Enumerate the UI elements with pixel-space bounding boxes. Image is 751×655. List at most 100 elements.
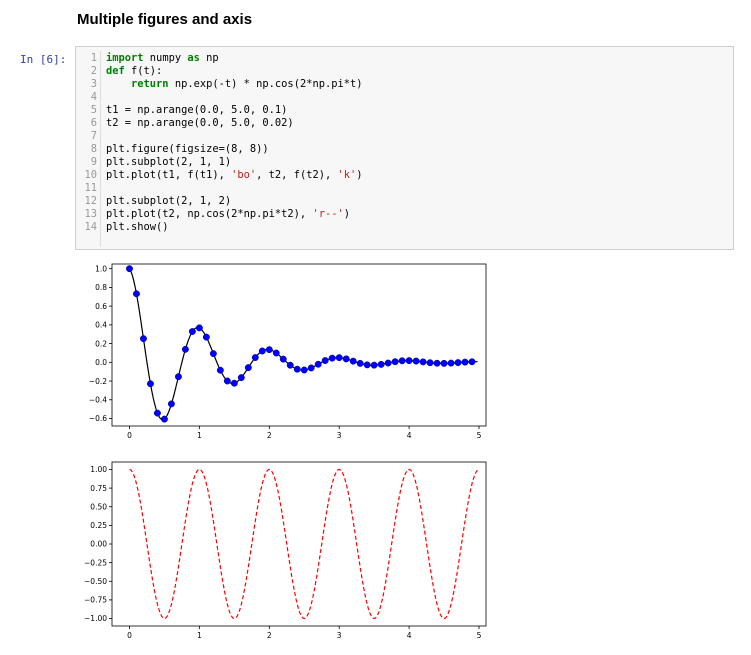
code-line[interactable]: plt.figure(figsize=(8, 8)) <box>106 143 269 155</box>
data-point <box>412 357 420 365</box>
code-line[interactable]: def f(t): <box>106 65 163 77</box>
y-tick-label: 0.4 <box>95 321 107 330</box>
y-tick-label: 0.75 <box>90 484 107 493</box>
code-line[interactable]: plt.plot(t1, f(t1), 'bo', t2, f(t2), 'k'… <box>106 169 363 181</box>
data-point <box>146 380 154 388</box>
line-number: 8 <box>90 143 97 155</box>
data-point <box>195 324 203 332</box>
data-point <box>321 357 329 365</box>
x-tick-label: 0 <box>127 631 132 640</box>
code-line[interactable]: plt.subplot(2, 1, 1) <box>106 156 232 168</box>
y-tick-label: −0.6 <box>89 414 107 423</box>
data-point <box>244 364 252 372</box>
data-point <box>279 355 287 363</box>
line-number: 5 <box>90 104 97 116</box>
data-point <box>286 361 294 369</box>
data-point <box>230 379 238 387</box>
x-tick-label: 4 <box>407 431 412 440</box>
line-number: 9 <box>90 156 97 168</box>
cell-prompt: In [6]: <box>20 53 67 66</box>
x-tick-label: 0 <box>127 431 132 440</box>
line-number-gutter: 1 2 3 4 5 6 7 8 9 10 11 12 13 14 <box>76 51 101 247</box>
data-point <box>181 345 189 353</box>
x-tick-label: 3 <box>337 631 342 640</box>
y-tick-label: 0.8 <box>95 283 107 292</box>
data-point <box>202 333 210 341</box>
code-cell[interactable]: 1 2 3 4 5 6 7 8 9 10 11 12 13 14 import numpy as np de… <box>75 46 734 250</box>
y-tick-label: 0.00 <box>90 540 107 549</box>
data-point <box>307 364 315 372</box>
data-point <box>363 361 371 369</box>
data-point <box>293 365 301 373</box>
x-tick-label: 1 <box>197 431 202 440</box>
data-point <box>398 357 406 365</box>
line-number: 7 <box>90 130 97 142</box>
line-number: 14 <box>84 221 97 233</box>
y-tick-label: 0.50 <box>90 502 107 511</box>
code-line[interactable]: plt.plot(t2, np.cos(2*np.pi*t2), 'r--') <box>106 208 350 220</box>
code-line[interactable]: return np.exp(-t) * np.cos(2*np.pi*t) <box>131 78 363 90</box>
data-point <box>237 374 245 382</box>
data-point <box>454 359 462 367</box>
x-tick-label: 2 <box>267 631 272 640</box>
x-tick-label: 5 <box>477 631 482 640</box>
data-point <box>468 358 476 366</box>
x-tick-label: 3 <box>337 431 342 440</box>
data-point <box>209 350 217 358</box>
data-point <box>160 415 168 423</box>
section-heading: Multiple figures and axis <box>77 11 253 28</box>
y-tick-label: −0.2 <box>89 377 107 386</box>
line-number: 4 <box>90 91 97 103</box>
axes-frame <box>111 461 487 627</box>
line-number: 13 <box>84 208 97 220</box>
data-point <box>223 377 231 385</box>
data-point <box>419 358 427 366</box>
data-point <box>377 360 385 368</box>
y-tick-label: 0.0 <box>95 358 107 367</box>
data-point <box>426 359 434 367</box>
data-point <box>335 354 343 362</box>
data-point <box>300 366 308 374</box>
data-point <box>328 354 336 362</box>
code-line[interactable]: t2 = np.arange(0.0, 5.0, 0.02) <box>106 117 294 129</box>
data-point <box>349 357 357 365</box>
y-tick-label: 0.2 <box>95 339 107 348</box>
line-number: 11 <box>84 182 97 194</box>
x-tick-label: 2 <box>267 431 272 440</box>
code-line[interactable]: import numpy as np <box>106 52 219 64</box>
data-point <box>188 328 196 335</box>
y-tick-label: 1.0 <box>95 264 107 273</box>
y-tick-label: −0.75 <box>84 596 107 605</box>
data-point <box>433 359 441 367</box>
data-point <box>370 361 378 369</box>
data-point <box>405 357 413 365</box>
code-line[interactable]: plt.show() <box>106 221 169 233</box>
x-tick-label: 4 <box>407 631 412 640</box>
data-point <box>216 366 224 374</box>
code-line[interactable]: t1 = np.arange(0.0, 5.0, 0.1) <box>106 104 288 116</box>
line-number: 3 <box>90 78 97 90</box>
series-line <box>129 468 479 620</box>
y-tick-label: −0.50 <box>84 577 107 586</box>
data-point <box>251 354 259 361</box>
data-point <box>314 360 322 368</box>
data-point <box>126 265 133 273</box>
data-point <box>258 347 266 355</box>
data-point <box>461 358 469 366</box>
line-number: 10 <box>84 169 97 181</box>
axes-frame <box>111 263 487 427</box>
data-point <box>356 359 364 367</box>
y-tick-label: 0.6 <box>95 302 107 311</box>
x-tick-label: 1 <box>197 631 202 640</box>
data-point <box>167 400 175 408</box>
y-tick-label: −0.25 <box>84 558 107 567</box>
y-tick-label: 1.00 <box>90 465 107 474</box>
data-point <box>391 358 399 366</box>
data-point <box>272 349 280 357</box>
code-line[interactable]: plt.subplot(2, 1, 2) <box>106 195 232 207</box>
data-point <box>447 359 455 367</box>
y-tick-label: −1.00 <box>84 614 107 623</box>
subplot-bottom: 0 1 2 3 4 5 1.00 0.75 0.50 0.25 0.00 −0.25 −0.50 −0.7… <box>84 461 487 640</box>
line-number: 2 <box>90 65 97 77</box>
data-point <box>140 335 147 343</box>
